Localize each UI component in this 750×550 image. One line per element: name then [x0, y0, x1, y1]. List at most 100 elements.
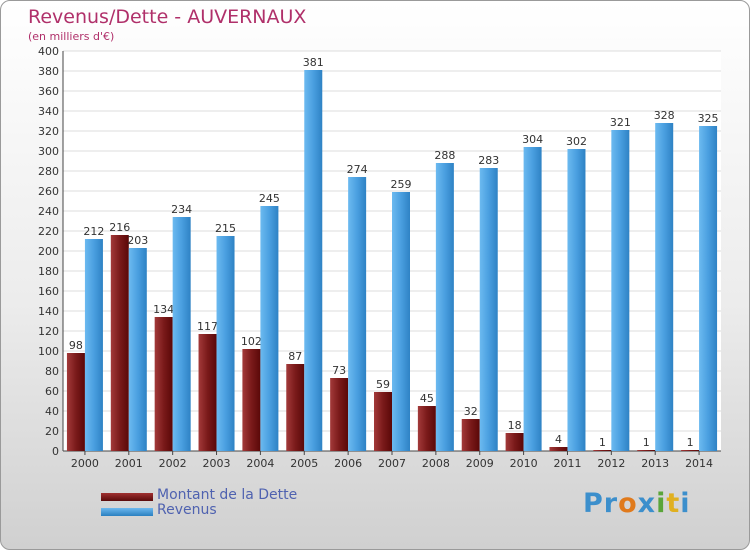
bar-revenus — [611, 130, 630, 451]
data-label-revenus: 245 — [259, 192, 280, 205]
x-tick-label: 2005 — [290, 457, 318, 470]
data-label-dette: 18 — [508, 419, 522, 432]
bar-revenus — [392, 192, 410, 451]
bar-dette — [637, 450, 656, 451]
data-label-dette: 134 — [153, 303, 174, 316]
legend-swatch-revenus — [101, 508, 153, 516]
proxiti-logo: Proxiti — [583, 488, 691, 519]
data-label-dette: 87 — [288, 350, 302, 363]
y-tick-label: 340 — [38, 105, 59, 118]
bar-dette — [198, 334, 217, 451]
bar-dette — [681, 450, 700, 451]
y-tick-label: 260 — [38, 185, 59, 198]
legend-label-dette: Montant de la Dette — [157, 487, 298, 503]
data-label-dette: 117 — [197, 320, 218, 333]
y-tick-label: 240 — [38, 205, 59, 218]
data-label-revenus: 234 — [171, 203, 192, 216]
data-label-dette: 1 — [599, 436, 606, 449]
chart-subtitle: (en milliers d'€) — [28, 30, 115, 43]
bar-revenus — [260, 206, 279, 451]
data-label-revenus: 203 — [127, 234, 148, 247]
data-label-dette: 102 — [241, 335, 262, 348]
data-label-revenus: 302 — [566, 135, 587, 148]
x-tick-label: 2010 — [510, 457, 538, 470]
bar-dette — [286, 364, 305, 451]
bar-revenus — [216, 236, 235, 451]
data-label-revenus: 212 — [83, 225, 104, 238]
data-label-revenus: 288 — [434, 149, 455, 162]
bar-dette — [505, 433, 524, 451]
x-tick-label: 2006 — [334, 457, 362, 470]
x-tick-label: 2001 — [115, 457, 143, 470]
bar-dette — [242, 349, 261, 451]
data-label-dette: 59 — [376, 378, 390, 391]
bar-dette — [110, 235, 129, 451]
x-tick-label: 2007 — [378, 457, 406, 470]
legend-swatch-dette — [101, 493, 153, 501]
bar-revenus — [84, 239, 103, 451]
bar-dette — [593, 450, 612, 451]
y-tick-label: 380 — [38, 65, 59, 78]
bar-revenus — [523, 147, 542, 451]
y-tick-label: 320 — [38, 125, 59, 138]
data-label-revenus: 321 — [610, 116, 631, 129]
legend-label-revenus: Revenus — [157, 502, 217, 518]
data-label-dette: 4 — [555, 433, 562, 446]
data-label-revenus: 328 — [654, 109, 675, 122]
y-tick-label: 160 — [38, 285, 59, 298]
data-label-dette: 1 — [687, 436, 694, 449]
bar-dette — [461, 419, 480, 451]
data-label-revenus: 325 — [698, 112, 719, 125]
y-tick-label: 220 — [38, 225, 59, 238]
y-tick-label: 120 — [38, 325, 59, 338]
x-tick-label: 2008 — [422, 457, 450, 470]
bar-dette — [549, 447, 568, 451]
data-label-dette: 73 — [332, 364, 346, 377]
data-label-revenus: 381 — [303, 56, 324, 69]
chart-title: Revenus/Dette - AUVERNAUX — [28, 6, 307, 28]
y-tick-label: 0 — [52, 445, 59, 458]
bar-revenus — [567, 149, 586, 451]
x-tick-label: 2012 — [597, 457, 625, 470]
y-tick-label: 360 — [38, 85, 59, 98]
x-tick-label: 2011 — [553, 457, 581, 470]
bar-revenus — [435, 163, 454, 451]
data-label-dette: 45 — [420, 392, 434, 405]
y-tick-label: 60 — [45, 385, 59, 398]
data-label-revenus: 274 — [347, 163, 368, 176]
x-tick-label: 2004 — [246, 457, 274, 470]
bar-dette — [417, 406, 436, 451]
data-label-revenus: 215 — [215, 222, 236, 235]
y-tick-label: 40 — [45, 405, 59, 418]
bar-revenus — [172, 217, 191, 451]
y-tick-label: 80 — [45, 365, 59, 378]
bar-dette — [66, 353, 85, 451]
y-tick-label: 180 — [38, 265, 59, 278]
bar-dette — [154, 317, 173, 451]
x-tick-label: 2013 — [641, 457, 669, 470]
bar-revenus — [655, 123, 674, 451]
y-tick-label: 280 — [38, 165, 59, 178]
bar-revenus — [699, 126, 718, 451]
y-tick-label: 20 — [45, 425, 59, 438]
data-label-dette: 216 — [109, 221, 130, 234]
bar-revenus — [348, 177, 367, 451]
bar-revenus — [479, 168, 498, 451]
data-label-dette: 98 — [69, 339, 83, 352]
bar-dette — [374, 392, 392, 451]
x-tick-label: 2014 — [685, 457, 713, 470]
data-label-revenus: 283 — [478, 154, 499, 167]
y-tick-label: 140 — [38, 305, 59, 318]
y-tick-label: 100 — [38, 345, 59, 358]
y-tick-label: 300 — [38, 145, 59, 158]
bar-revenus — [128, 248, 147, 451]
x-tick-label: 2002 — [159, 457, 187, 470]
y-tick-label: 200 — [38, 245, 59, 258]
y-tick-label: 400 — [38, 45, 59, 58]
data-label-revenus: 259 — [391, 178, 412, 191]
x-tick-label: 2000 — [71, 457, 99, 470]
data-label-revenus: 304 — [522, 133, 543, 146]
bar-revenus — [304, 70, 323, 451]
